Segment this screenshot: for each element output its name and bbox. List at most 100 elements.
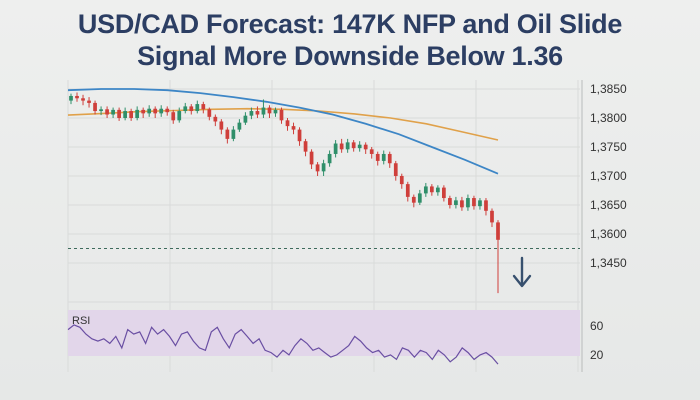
candle xyxy=(435,185,440,196)
candle-body xyxy=(297,129,302,142)
candle xyxy=(484,198,488,216)
candle-body xyxy=(393,163,398,176)
candle-body xyxy=(93,102,97,112)
candle xyxy=(177,107,182,123)
candle xyxy=(69,93,73,105)
candle-body xyxy=(490,210,494,223)
candle xyxy=(207,107,212,121)
candle-body xyxy=(75,95,79,99)
candle-body xyxy=(111,109,115,115)
price-tick-label: 1,3750 xyxy=(590,140,627,154)
candle xyxy=(327,150,332,167)
candle xyxy=(490,208,494,228)
moving-average-slow xyxy=(67,107,499,141)
candle xyxy=(231,126,236,142)
moving-average-fast xyxy=(67,88,499,175)
rsi-line xyxy=(67,324,499,365)
candle xyxy=(237,119,242,132)
candle-body xyxy=(405,184,410,197)
price-tick-label: 1,3800 xyxy=(590,111,627,125)
candle-body xyxy=(363,144,368,150)
moving-averages xyxy=(67,88,499,175)
candle-body xyxy=(285,120,290,127)
candle-body xyxy=(327,153,332,164)
candle-body xyxy=(309,151,314,165)
candle-body xyxy=(411,196,416,203)
candle xyxy=(478,198,482,210)
candle-body xyxy=(243,115,248,123)
candle xyxy=(333,140,338,158)
candle xyxy=(369,147,374,159)
candle xyxy=(147,105,152,117)
candle xyxy=(183,102,188,114)
candle-body xyxy=(69,95,73,101)
candle-body xyxy=(417,193,422,203)
candle xyxy=(255,106,260,118)
candle xyxy=(387,151,392,168)
candle-body xyxy=(472,198,476,207)
candle xyxy=(75,92,79,102)
candle xyxy=(381,150,386,165)
candle-body xyxy=(159,108,164,114)
candle xyxy=(411,194,416,208)
candle xyxy=(201,101,206,114)
price-tick-label: 1,3700 xyxy=(590,169,627,183)
candle xyxy=(393,160,398,181)
candle-body xyxy=(171,112,176,121)
candle xyxy=(375,151,380,166)
candle-body xyxy=(225,129,230,139)
candle xyxy=(399,173,404,189)
candle xyxy=(321,159,326,176)
candle xyxy=(351,140,356,152)
candle-body xyxy=(478,200,482,207)
candle-body xyxy=(147,108,152,114)
rsi-label: RSI xyxy=(72,315,90,327)
candle-body xyxy=(267,107,272,114)
price-axis: 1,3850 1,3800 1,3750 1,3700 1,3650 1,3600 1,34… xyxy=(590,82,627,270)
candle xyxy=(297,127,302,146)
candle-body xyxy=(207,109,212,117)
candle-body xyxy=(435,187,440,193)
candle-body xyxy=(357,144,362,149)
candle-body xyxy=(496,222,500,240)
candle xyxy=(87,97,91,108)
down-arrow-icon xyxy=(512,256,532,288)
candle xyxy=(123,107,127,121)
rsi-band xyxy=(68,310,580,356)
candle-body xyxy=(255,111,260,115)
candle xyxy=(429,184,434,196)
candle xyxy=(195,100,200,114)
rsi-tick-label: 60 xyxy=(590,319,604,333)
candle xyxy=(279,107,284,124)
candle xyxy=(225,127,230,144)
candle xyxy=(357,141,362,152)
candle-body xyxy=(105,109,109,115)
candle-body xyxy=(135,109,140,118)
candle xyxy=(219,119,224,135)
candle xyxy=(171,109,176,124)
chart-title: USD/CAD Forecast: 147K NFP and Oil Slide… xyxy=(0,8,700,72)
candle-body xyxy=(454,200,458,205)
candle-body xyxy=(87,100,91,103)
candle-body xyxy=(460,200,464,208)
candle-body xyxy=(195,104,200,112)
candle-body xyxy=(291,126,296,130)
candle-body xyxy=(375,153,380,161)
candle xyxy=(159,105,164,117)
candle xyxy=(93,100,97,115)
candle-body xyxy=(273,109,278,114)
rsi-panel: RSI 60 20 xyxy=(67,301,604,365)
candle xyxy=(405,181,410,202)
chart-title-line-2: Signal More Downside Below 1.36 xyxy=(137,41,563,71)
candle-body xyxy=(423,186,428,194)
candle xyxy=(339,138,344,153)
candle-body xyxy=(429,186,434,193)
candle-body xyxy=(381,153,386,161)
candle-body xyxy=(153,108,158,114)
candle xyxy=(273,107,278,117)
candle xyxy=(496,220,500,294)
candle-body xyxy=(339,143,344,150)
candle xyxy=(165,106,170,116)
candle xyxy=(315,162,320,176)
